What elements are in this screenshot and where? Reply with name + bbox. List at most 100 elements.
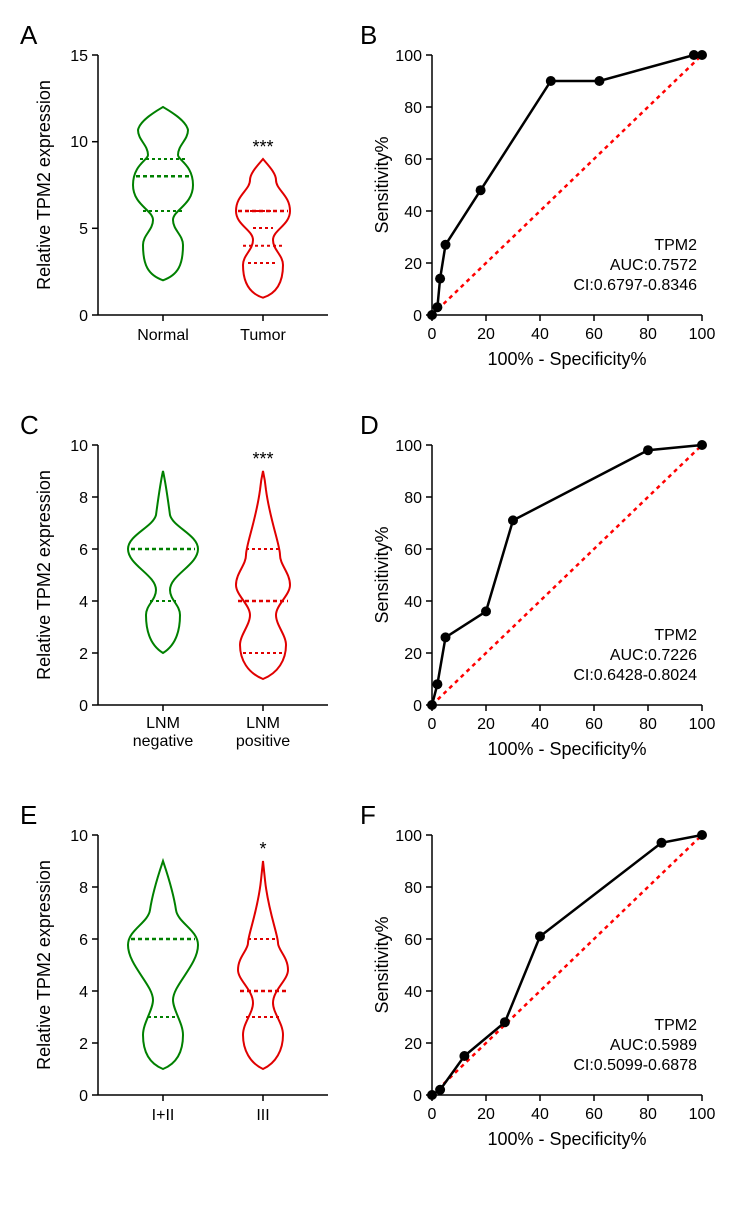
svg-text:positive: positive	[236, 733, 290, 750]
svg-text:40: 40	[404, 594, 422, 611]
panel-B-ylabel: Sensitivity%	[372, 136, 392, 233]
svg-text:0: 0	[428, 1106, 437, 1123]
panel-A-sig: ***	[252, 137, 273, 157]
svg-text:80: 80	[404, 100, 422, 117]
svg-text:80: 80	[404, 490, 422, 507]
panel-A: A 0 5 10 15 Relative TPM2 expression Nor…	[20, 20, 360, 400]
svg-text:15: 15	[70, 48, 88, 65]
roc-F-diag	[432, 835, 702, 1095]
violin-C-pos	[236, 471, 290, 679]
roc-B-auc: AUC:0.7572	[610, 257, 697, 274]
roc-B-diag	[432, 55, 702, 315]
svg-text:4: 4	[79, 594, 88, 611]
svg-text:0: 0	[413, 308, 422, 325]
svg-text:60: 60	[404, 152, 422, 169]
y-ticks: 0 5 10 15	[70, 48, 98, 325]
violin-tumor	[236, 159, 290, 298]
roc-B-gene: TPM2	[654, 237, 697, 254]
roc-D-auc: AUC:0.7226	[610, 647, 697, 664]
panel-F-svg: 0 20 40 60 80 100 0 20 40 60 80 100 Sens…	[360, 815, 730, 1180]
svg-text:60: 60	[404, 542, 422, 559]
violin-E-12	[128, 861, 198, 1069]
panel-B-xlabel: 100% - Specificity%	[487, 349, 646, 369]
violin-E-3	[238, 861, 288, 1069]
cat-tumor: Tumor	[240, 327, 286, 344]
svg-text:8: 8	[79, 490, 88, 507]
panel-E-svg: 0 2 4 6 8 10 Relative TPM2 expression I+…	[20, 815, 360, 1180]
panel-D-ylabel: Sensitivity%	[372, 526, 392, 623]
svg-text:2: 2	[79, 646, 88, 663]
svg-text:20: 20	[404, 646, 422, 663]
panel-F-ylabel: Sensitivity%	[372, 916, 392, 1013]
svg-text:LNM: LNM	[246, 715, 280, 732]
panel-E-ylabel: Relative TPM2 expression	[34, 860, 54, 1070]
panel-C-ylabel: Relative TPM2 expression	[34, 470, 54, 680]
panel-F-xlabel: 100% - Specificity%	[487, 1129, 646, 1149]
panel-C: C 0 2 4 6 8 10 Relative TPM2 expression …	[20, 410, 360, 790]
svg-text:20: 20	[477, 716, 495, 733]
panel-D-svg: 0 20 40 60 80 100 0 20 40 60 80 100 Sens…	[360, 425, 730, 790]
svg-text:20: 20	[477, 326, 495, 343]
svg-text:6: 6	[79, 542, 88, 559]
roc-B-ci: CI:0.6797-0.8346	[573, 277, 697, 294]
svg-text:40: 40	[404, 984, 422, 1001]
panel-A-svg: 0 5 10 15 Relative TPM2 expression Norma…	[20, 35, 360, 400]
svg-text:100: 100	[395, 828, 422, 845]
svg-text:20: 20	[404, 256, 422, 273]
roc-F-ci: CI:0.5099-0.6878	[573, 1057, 697, 1074]
svg-text:III: III	[256, 1107, 269, 1124]
roc-F-gene: TPM2	[654, 1017, 697, 1034]
svg-text:20: 20	[477, 1106, 495, 1123]
panel-C-yticks: 0 2 4 6 8 10	[70, 438, 98, 715]
svg-text:60: 60	[585, 326, 603, 343]
panel-E-sig: *	[259, 839, 266, 859]
svg-text:40: 40	[531, 326, 549, 343]
violin-normal	[133, 107, 193, 280]
svg-text:0: 0	[428, 326, 437, 343]
svg-text:5: 5	[79, 221, 88, 238]
svg-text:I+II: I+II	[152, 1107, 175, 1124]
svg-text:0: 0	[79, 1088, 88, 1105]
svg-text:LNM: LNM	[146, 715, 180, 732]
svg-text:40: 40	[404, 204, 422, 221]
panel-B-svg: 0 20 40 60 80 100 0 20 40 60 80 100 Sens…	[360, 35, 730, 400]
roc-D-ci: CI:0.6428-0.8024	[573, 667, 697, 684]
svg-text:4: 4	[79, 984, 88, 1001]
svg-text:8: 8	[79, 880, 88, 897]
svg-text:10: 10	[70, 828, 88, 845]
svg-text:60: 60	[585, 716, 603, 733]
roc-D-gene: TPM2	[654, 627, 697, 644]
svg-text:10: 10	[70, 134, 88, 151]
svg-text:60: 60	[404, 932, 422, 949]
svg-text:100: 100	[689, 716, 716, 733]
roc-F-auc: AUC:0.5989	[610, 1037, 697, 1054]
svg-text:0: 0	[79, 308, 88, 325]
svg-text:80: 80	[639, 326, 657, 343]
panel-E: E 0 2 4 6 8 10 Relative TPM2 expression …	[20, 800, 360, 1180]
svg-text:100: 100	[395, 438, 422, 455]
svg-text:100: 100	[689, 326, 716, 343]
cat-normal: Normal	[137, 327, 189, 344]
svg-text:0: 0	[413, 1088, 422, 1105]
svg-text:80: 80	[639, 716, 657, 733]
panel-D-xlabel: 100% - Specificity%	[487, 739, 646, 759]
panel-F: F 0 20 40 60 80 100 0 20 40 60 80 100	[360, 800, 730, 1180]
svg-text:100: 100	[395, 48, 422, 65]
svg-text:60: 60	[585, 1106, 603, 1123]
panel-C-svg: 0 2 4 6 8 10 Relative TPM2 expression LN…	[20, 425, 360, 790]
panel-A-ylabel: Relative TPM2 expression	[34, 80, 54, 290]
svg-text:2: 2	[79, 1036, 88, 1053]
panel-C-sig: ***	[252, 449, 273, 469]
panel-D: D 0 20 40 60 80 100 0 20 40 60 80 100	[360, 410, 730, 790]
svg-text:0: 0	[428, 716, 437, 733]
svg-text:0: 0	[413, 698, 422, 715]
svg-text:10: 10	[70, 438, 88, 455]
figure-grid: A 0 5 10 15 Relative TPM2 expression Nor…	[20, 20, 730, 1180]
roc-D-diag	[432, 445, 702, 705]
panel-E-yticks: 0 2 4 6 8 10	[70, 828, 98, 1105]
panel-B: B 0 20 40 60 80 100 0 20 40 60 80 100	[360, 20, 730, 400]
svg-text:6: 6	[79, 932, 88, 949]
violin-C-neg	[128, 471, 198, 653]
svg-text:100: 100	[689, 1106, 716, 1123]
svg-text:negative: negative	[133, 733, 194, 750]
